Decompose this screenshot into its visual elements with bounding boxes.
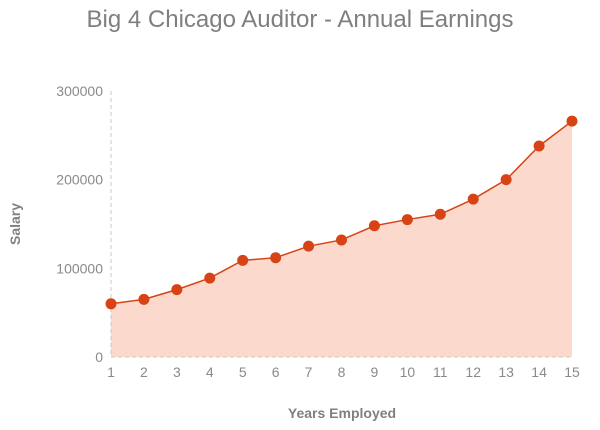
x-tick-label: 10 — [400, 364, 416, 380]
data-point — [105, 298, 117, 310]
data-point — [171, 284, 183, 296]
data-point — [566, 115, 578, 127]
data-point — [138, 293, 150, 305]
y-tick-label: 0 — [95, 349, 103, 365]
x-tick-label: 2 — [140, 364, 148, 380]
x-tick-label: 15 — [564, 364, 580, 380]
data-point — [401, 214, 413, 226]
x-tick-label: 6 — [272, 364, 280, 380]
data-point — [533, 140, 545, 152]
x-axis-title: Years Employed — [288, 405, 396, 421]
area-fill — [111, 121, 572, 357]
point-layer — [105, 115, 578, 310]
x-tick-label: 11 — [433, 364, 448, 380]
x-tick-label: 3 — [173, 364, 181, 380]
y-axis-title: Salary — [7, 203, 23, 245]
x-tick-label: 8 — [338, 364, 346, 380]
y-tick-label: 200000 — [56, 172, 103, 188]
x-tick-label: 7 — [305, 364, 313, 380]
x-tick-label: 1 — [107, 364, 115, 380]
chart-title: Big 4 Chicago Auditor - Annual Earnings — [86, 6, 514, 33]
x-tick-labels: 1 2 3 4 5 6 7 8 9 10 11 12 13 14 15 — [107, 364, 580, 380]
data-point — [467, 193, 479, 205]
area-layer — [111, 121, 572, 357]
data-point — [368, 220, 380, 232]
x-tick-label: 9 — [371, 364, 379, 380]
x-tick-label: 5 — [239, 364, 247, 380]
data-point — [204, 272, 216, 284]
y-tick-label: 300000 — [56, 83, 103, 99]
data-point — [336, 234, 347, 246]
x-tick-label: 12 — [465, 364, 481, 380]
data-point — [270, 252, 282, 264]
axis-layer — [110, 91, 572, 358]
data-point — [500, 174, 512, 186]
x-tick-label: 14 — [531, 364, 547, 380]
data-point — [434, 208, 446, 220]
x-tick-label: 13 — [498, 364, 514, 380]
data-point — [237, 254, 249, 266]
data-point — [303, 240, 315, 252]
x-tick-label: 4 — [206, 364, 214, 380]
y-tick-label: 100000 — [56, 260, 103, 276]
y-tick-labels: 0 100000 200000 300000 — [56, 83, 103, 365]
